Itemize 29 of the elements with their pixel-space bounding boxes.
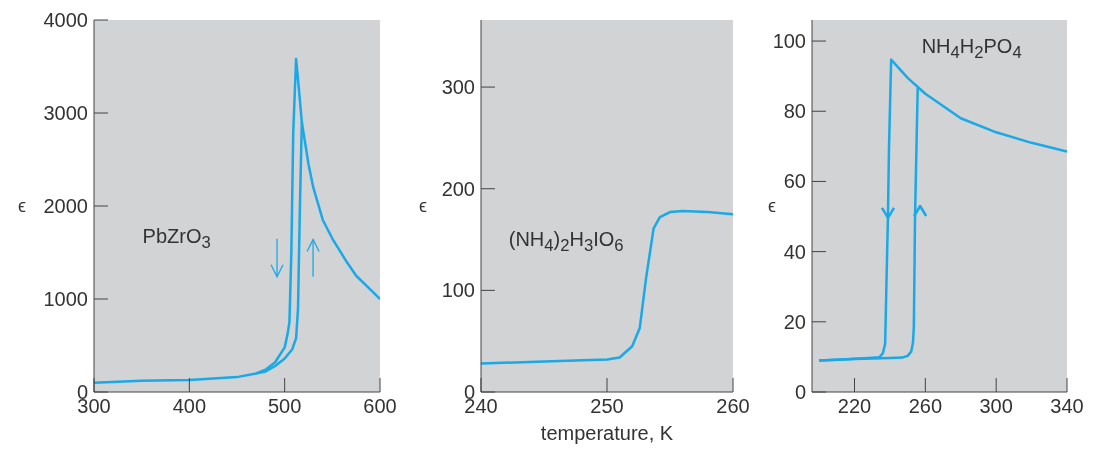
y-tick-label: 1000 [43,288,88,310]
x-tick-label: 220 [837,395,872,417]
annotation: PbZrO$_{3}$ [142,224,211,253]
y-tick-label: 3000 [43,102,88,124]
y-axis-title: ϵ [768,196,776,217]
annotation: NH$_{4}$H$_{2}$PO$_{4}$ [921,34,1022,63]
y-tick-label: 4000 [43,9,88,31]
y-tick-label: 300 [441,76,475,99]
x-tick-label: 300 [979,395,1013,417]
y-tick-label: 100 [772,30,806,53]
y-tick-label: 60 [783,170,806,193]
x-tick-label: 260 [716,395,750,417]
x-axis-title: temperature, K [540,422,674,444]
x-tick-label: 340 [1050,395,1084,417]
x-tick-label: 260 [908,395,943,417]
x-tick-label: 250 [590,395,624,417]
y-tick-label: 0 [794,381,806,403]
y-tick-label: 100 [441,279,475,302]
y-tick-label: 200 [441,177,475,200]
y-tick-label: 2000 [43,195,88,217]
y-tick-label: 80 [783,100,806,123]
y-axis-title: ϵ [18,196,26,217]
y-tick-label: 20 [783,310,806,333]
y-axis-title: ϵ [419,196,427,217]
y-tick-label: 40 [783,240,806,263]
annotation: (NH$_{4}$)$_{2}$H$_{3}$IO$_{6}$ [508,228,624,257]
x-tick-label: 500 [267,395,302,417]
x-tick-label: 600 [363,395,397,417]
x-tick-label: 400 [172,395,207,417]
